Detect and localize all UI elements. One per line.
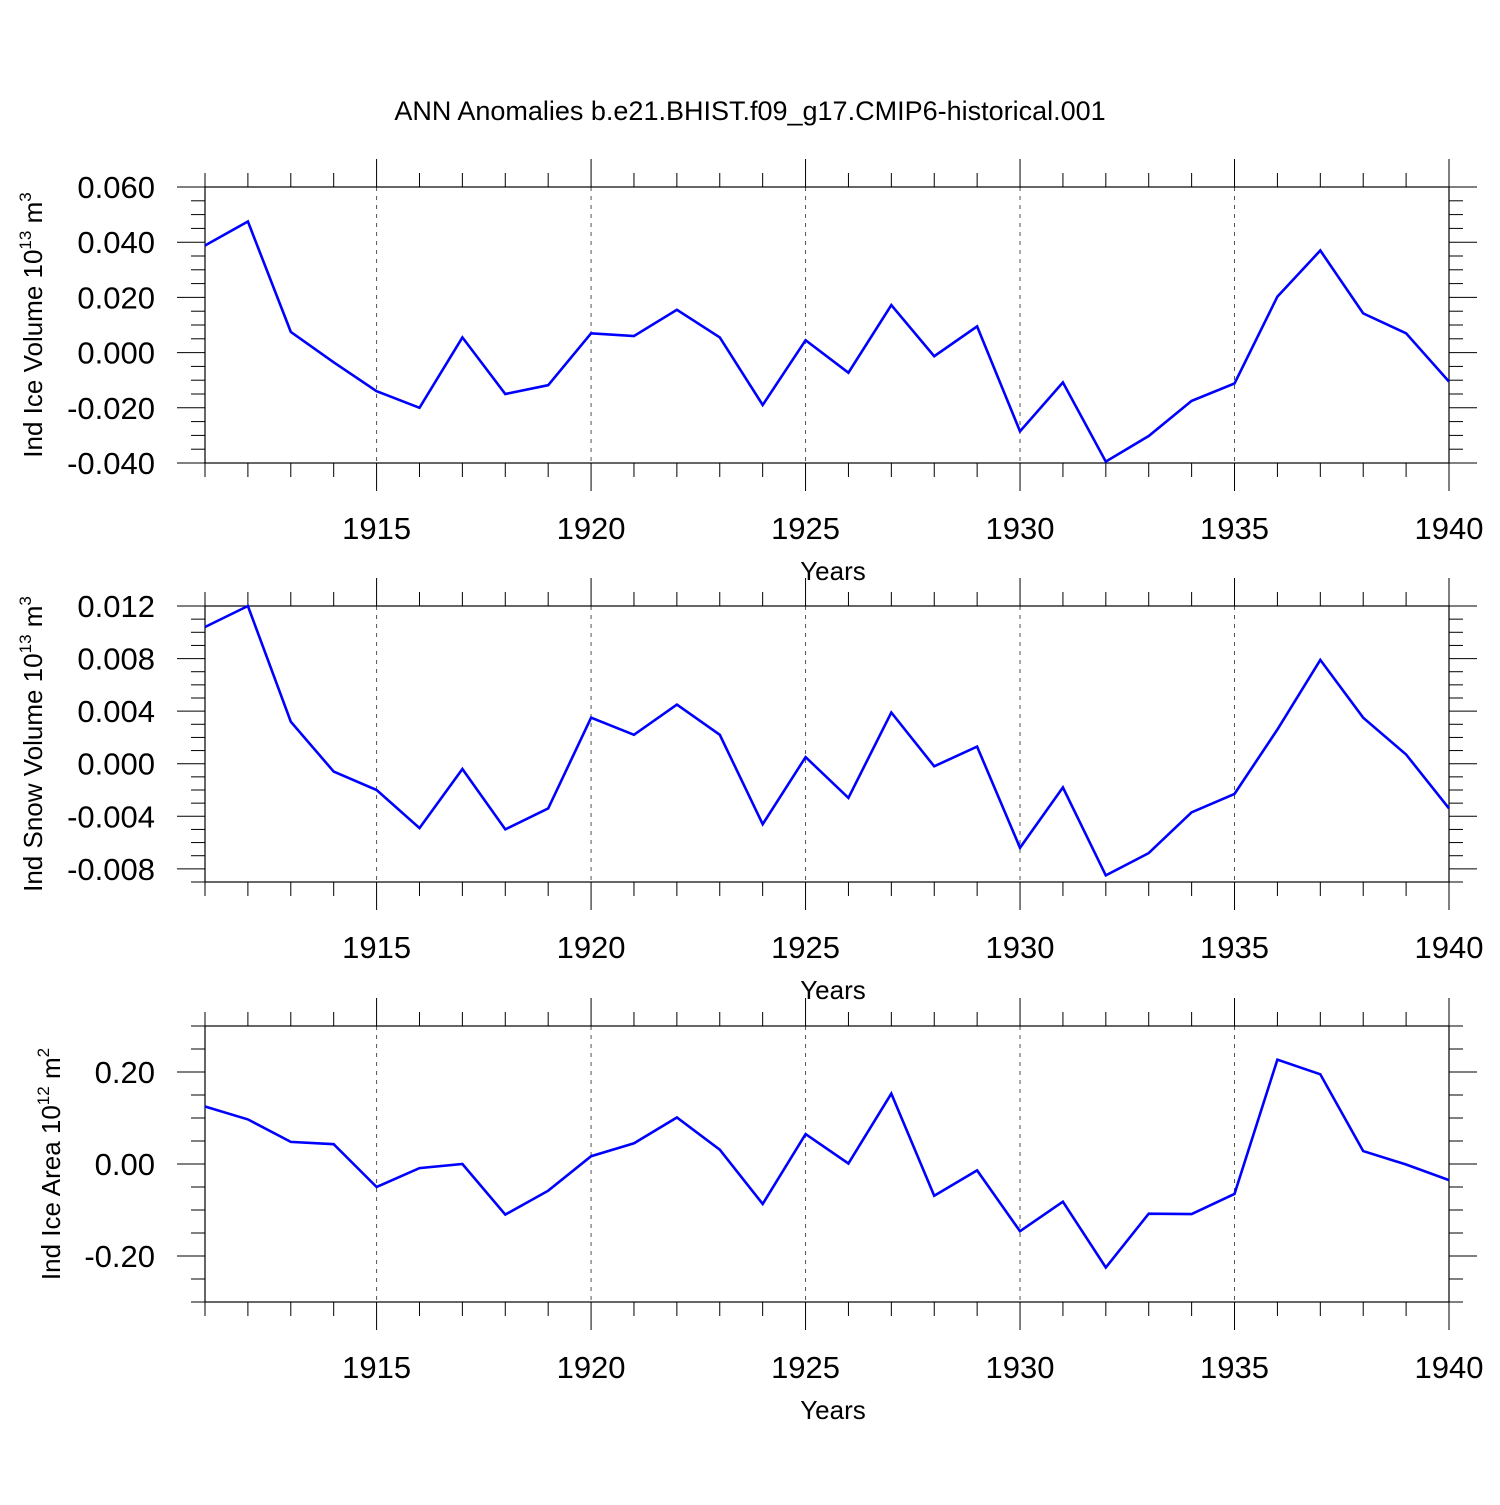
panel1-ytick-label: -0.040 <box>67 446 155 481</box>
panel3-ylabel-part: 12 <box>34 1086 53 1105</box>
panel1-ytick-label: 0.020 <box>77 280 155 315</box>
panel2-ytick-label: 0.008 <box>77 642 155 677</box>
panel1-xtick-label: 1915 <box>342 511 411 546</box>
panel2-xtick-label: 1930 <box>986 930 1055 965</box>
panel1-xlabel: Years <box>800 556 866 586</box>
panel3-xtick-label: 1940 <box>1415 1350 1484 1385</box>
panel3-ytick-label: 0.20 <box>95 1055 155 1090</box>
panel2-ylabel: Ind Snow Volume 1013 m3 <box>16 596 48 892</box>
panel3-xtick-label: 1935 <box>1200 1350 1269 1385</box>
panel3-xtick-label: 1925 <box>771 1350 840 1385</box>
panel2-ytick-label: -0.008 <box>67 852 155 887</box>
panel2-xtick-label: 1915 <box>342 930 411 965</box>
panel3-xtick-label: 1930 <box>986 1350 1055 1385</box>
panel1-ylabel-part: 3 <box>16 192 35 201</box>
panel1-xtick-label: 1930 <box>986 511 1055 546</box>
panel2-xlabel: Years <box>800 975 866 1005</box>
panel1-ytick-label: 0.060 <box>77 170 155 205</box>
panel3-ytick-label: -0.20 <box>84 1239 155 1274</box>
panel1-ytick-label: 0.000 <box>77 336 155 371</box>
panel3-ytick-label: 0.00 <box>95 1147 155 1182</box>
panel2-ylabel-part: Ind Snow Volume 10 <box>18 653 48 892</box>
panel1-ylabel: Ind Ice Volume 1013 m3 <box>16 192 48 457</box>
panel3-xtick-label: 1915 <box>342 1350 411 1385</box>
panel1-xtick-label: 1925 <box>771 511 840 546</box>
panel1-ylabel-part: Ind Ice Volume 10 <box>18 250 48 458</box>
panel2-xtick-label: 1935 <box>1200 930 1269 965</box>
panel2-ylabel-part: m <box>18 606 48 635</box>
panel1-ytick-label: -0.020 <box>67 391 155 426</box>
panel2-ylabel-part: 3 <box>16 596 35 605</box>
panel3-ylabel-part: m <box>36 1057 66 1086</box>
panel1-ylabel-part: 13 <box>16 231 35 250</box>
panel3-xtick-label: 1920 <box>557 1350 626 1385</box>
panel2-frame <box>205 606 1449 882</box>
panel2-series-line <box>205 606 1449 875</box>
panel2-ytick-label: 0.012 <box>77 589 155 624</box>
panel1-xtick-label: 1940 <box>1415 511 1484 546</box>
panel2-ylabel-part: 13 <box>16 634 35 653</box>
panel2-ytick-label: -0.004 <box>67 799 155 834</box>
panel3-series-line <box>205 1060 1449 1268</box>
panel1-ytick-label: 0.040 <box>77 225 155 260</box>
panel1-series-line <box>205 222 1449 462</box>
panel1-xtick-label: 1935 <box>1200 511 1269 546</box>
panel3-ylabel: Ind Ice Area 1012 m2 <box>34 1048 66 1280</box>
panel2-ytick-label: 0.000 <box>77 747 155 782</box>
panel3-xlabel: Years <box>800 1395 866 1425</box>
main-title: ANN Anomalies b.e21.BHIST.f09_g17.CMIP6-… <box>0 96 1500 127</box>
panel1-ylabel-part: m <box>18 202 48 231</box>
panel1-xtick-label: 1920 <box>557 511 626 546</box>
panel2-ytick-label: 0.004 <box>77 694 155 729</box>
panel3-ylabel-part: Ind Ice Area 10 <box>36 1105 66 1280</box>
panel2-xtick-label: 1925 <box>771 930 840 965</box>
panel3-frame <box>205 1026 1449 1302</box>
panel3-ylabel-part: 2 <box>34 1048 53 1057</box>
panel2-xtick-label: 1920 <box>557 930 626 965</box>
panel2-xtick-label: 1940 <box>1415 930 1484 965</box>
